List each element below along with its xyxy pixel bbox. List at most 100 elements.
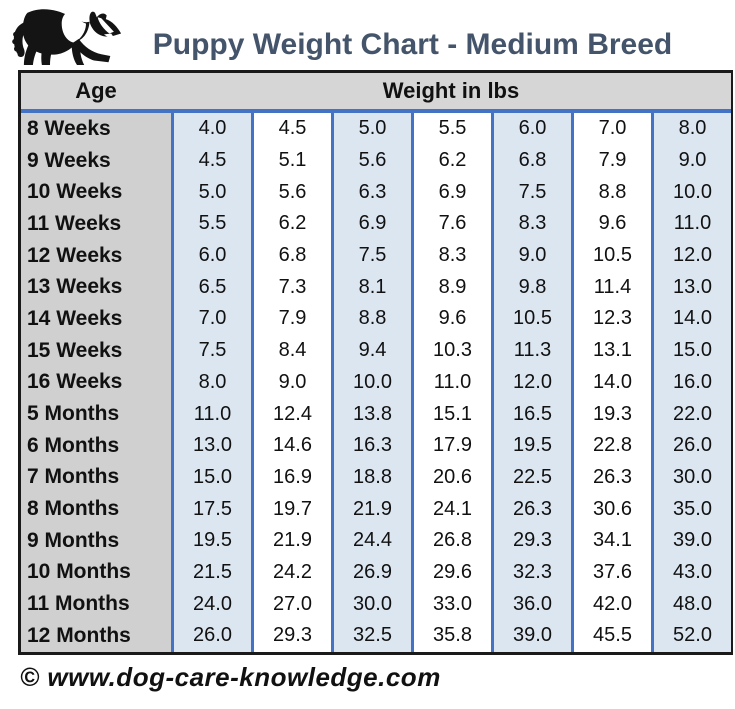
- table-row: 10 Weeks 5.0 5.6 6.3 6.9 7.5 8.8 10.0: [21, 176, 731, 209]
- weight-cell: 5.5: [171, 208, 251, 240]
- weight-cell: 26.3: [571, 461, 651, 494]
- weight-cell: 19.7: [251, 493, 331, 525]
- weight-cell: 14.6: [251, 429, 331, 462]
- weight-cell: 34.1: [571, 524, 651, 557]
- table-row: 11 Weeks 5.5 6.2 6.9 7.6 8.3 9.6 11.0: [21, 208, 731, 240]
- weight-cell: 8.9: [411, 271, 491, 304]
- weight-cell: 9.6: [411, 303, 491, 335]
- weight-cell: 42.0: [571, 588, 651, 620]
- weight-cell: 13.0: [651, 271, 731, 304]
- weight-cell: 6.3: [331, 176, 411, 209]
- weight-cell: 26.9: [331, 556, 411, 589]
- age-cell: 8 Weeks: [21, 113, 171, 145]
- weight-cell: 6.9: [331, 208, 411, 240]
- weight-cell: 10.0: [331, 366, 411, 399]
- table-row: 9 Weeks 4.5 5.1 5.6 6.2 6.8 7.9 9.0: [21, 144, 731, 177]
- copyright-text: © www.dog-care-knowledge.com: [20, 661, 441, 692]
- weight-cell: 12.4: [251, 398, 331, 430]
- weight-cell: 22.0: [651, 398, 731, 430]
- table-row: 7 Months 15.0 16.9 18.8 20.6 22.5 26.3 30.0: [21, 461, 731, 494]
- weight-cell: 35.0: [651, 493, 731, 525]
- weight-cell: 22.5: [491, 461, 571, 494]
- age-cell: 10 Months: [21, 556, 171, 589]
- weight-cell: 6.8: [251, 239, 331, 272]
- age-cell: 9 Months: [21, 524, 171, 557]
- weight-cell: 8.0: [651, 113, 731, 145]
- weight-cell: 17.5: [171, 493, 251, 525]
- weight-cell: 26.8: [411, 524, 491, 557]
- weight-cell: 39.0: [651, 524, 731, 557]
- weight-cell: 7.5: [171, 334, 251, 367]
- weight-cell: 21.5: [171, 556, 251, 589]
- age-column-header: Age: [75, 78, 117, 103]
- weight-cell: 8.3: [411, 239, 491, 272]
- weight-cell: 18.8: [331, 461, 411, 494]
- weight-cell: 6.0: [171, 239, 251, 272]
- weight-cell: 6.5: [171, 271, 251, 304]
- table-row: 8 Weeks 4.0 4.5 5.0 5.5 6.0 7.0 8.0: [21, 113, 731, 145]
- weight-cell: 5.0: [171, 176, 251, 209]
- age-cell: 8 Months: [21, 493, 171, 525]
- weight-cell: 20.6: [411, 461, 491, 494]
- weight-cell: 24.2: [251, 556, 331, 589]
- weight-cell: 30.0: [331, 588, 411, 620]
- weight-cell: 5.1: [251, 144, 331, 177]
- weight-cell: 10.5: [571, 239, 651, 272]
- weight-cell: 37.6: [571, 556, 651, 589]
- weight-cell: 9.0: [491, 239, 571, 272]
- age-cell: 12 Months: [21, 620, 171, 652]
- table-header-row: Age Weight in lbs: [21, 73, 731, 113]
- weight-cell: 32.3: [491, 556, 571, 589]
- weight-cell: 9.8: [491, 271, 571, 304]
- weight-cell: 8.8: [571, 176, 651, 209]
- weight-cell: 4.5: [251, 113, 331, 145]
- weight-cell: 13.0: [171, 429, 251, 462]
- weight-cell: 10.3: [411, 334, 491, 367]
- weight-cell: 29.3: [491, 524, 571, 557]
- weight-cell: 7.5: [491, 176, 571, 209]
- weight-cell: 15.1: [411, 398, 491, 430]
- weight-cell: 12.0: [651, 239, 731, 272]
- weight-cell: 7.5: [331, 239, 411, 272]
- age-cell: 5 Months: [21, 398, 171, 430]
- age-cell: 6 Months: [21, 429, 171, 462]
- weight-cell: 32.5: [331, 620, 411, 652]
- weight-cell: 6.9: [411, 176, 491, 209]
- age-cell: 11 Months: [21, 588, 171, 620]
- weight-cell: 48.0: [651, 588, 731, 620]
- table-row: 6 Months 13.0 14.6 16.3 17.9 19.5 22.8 26.0: [21, 429, 731, 462]
- age-cell: 14 Weeks: [21, 303, 171, 335]
- weight-cell: 6.0: [491, 113, 571, 145]
- weight-cell: 19.5: [171, 524, 251, 557]
- weight-cell: 36.0: [491, 588, 571, 620]
- weight-cell: 7.0: [571, 113, 651, 145]
- weight-cell: 7.9: [251, 303, 331, 335]
- table-row: 5 Months 11.0 12.4 13.8 15.1 16.5 19.3 22.0: [21, 398, 731, 430]
- weight-cell: 52.0: [651, 620, 731, 652]
- weight-cell: 29.3: [251, 620, 331, 652]
- weight-cell: 26.3: [491, 493, 571, 525]
- weight-cell: 6.2: [251, 208, 331, 240]
- weight-cell: 14.0: [571, 366, 651, 399]
- weight-cell: 24.0: [171, 588, 251, 620]
- weight-cell: 11.0: [171, 398, 251, 430]
- age-cell: 15 Weeks: [21, 334, 171, 367]
- weight-cell: 5.5: [411, 113, 491, 145]
- weight-cell: 5.6: [251, 176, 331, 209]
- table-row: 10 Months 21.5 24.2 26.9 29.6 32.3 37.6 43.0: [21, 556, 731, 589]
- weight-cell: 16.3: [331, 429, 411, 462]
- weight-cell: 21.9: [331, 493, 411, 525]
- table-row: 16 Weeks 8.0 9.0 10.0 11.0 12.0 14.0 16.0: [21, 366, 731, 399]
- age-cell: 9 Weeks: [21, 144, 171, 177]
- table-row: 9 Months 19.5 21.9 24.4 26.8 29.3 34.1 39.0: [21, 524, 731, 557]
- weight-cell: 24.4: [331, 524, 411, 557]
- table-row: 12 Weeks 6.0 6.8 7.5 8.3 9.0 10.5 12.0: [21, 239, 731, 272]
- weight-cell: 9.6: [571, 208, 651, 240]
- weight-cell: 35.8: [411, 620, 491, 652]
- weight-cell: 39.0: [491, 620, 571, 652]
- weight-cell: 8.3: [491, 208, 571, 240]
- weight-cell: 19.5: [491, 429, 571, 462]
- weight-cell: 30.0: [651, 461, 731, 494]
- age-cell: 10 Weeks: [21, 176, 171, 209]
